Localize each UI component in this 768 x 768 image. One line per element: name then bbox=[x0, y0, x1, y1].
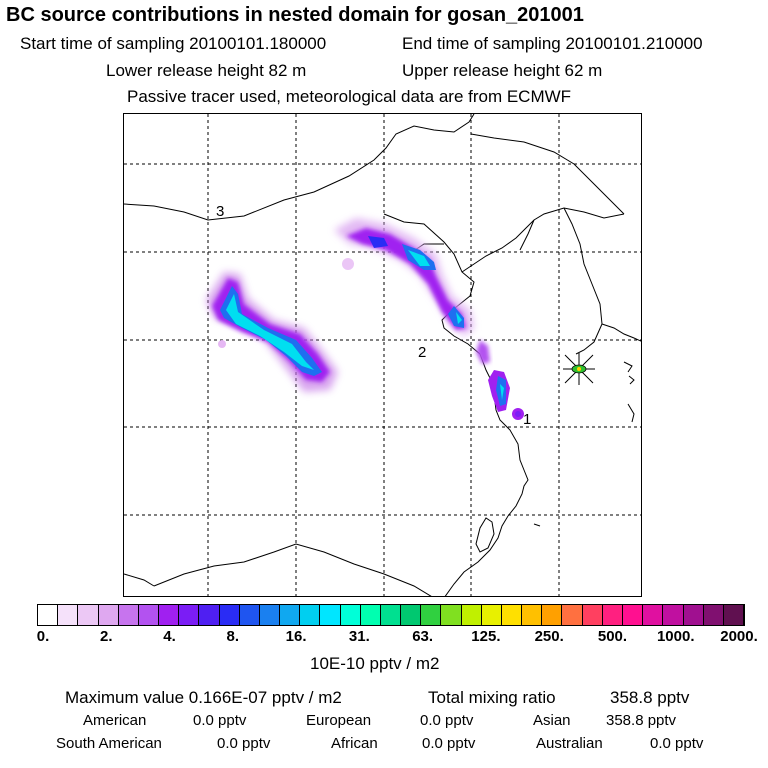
region-asian-name: Asian bbox=[533, 712, 571, 729]
colorbar-tick-label: 500. bbox=[597, 628, 628, 645]
plume-west bbox=[206, 272, 338, 392]
colorbar-swatch bbox=[683, 605, 704, 625]
region-label-2: 2 bbox=[418, 344, 426, 361]
region-south-american-value: 0.0 pptv bbox=[217, 735, 271, 752]
region-asian-value: 358.8 pptv bbox=[606, 712, 677, 729]
colorbar-swatch bbox=[78, 605, 99, 625]
colorbar-swatch bbox=[138, 605, 160, 625]
colorbar-swatch bbox=[320, 605, 341, 625]
colorbar-swatch bbox=[582, 605, 603, 625]
colorbar-swatch bbox=[723, 605, 745, 625]
colorbar-swatch bbox=[199, 605, 220, 625]
colorbar-swatch bbox=[38, 605, 59, 625]
colorbar-swatch bbox=[280, 605, 301, 625]
colorbar-swatch bbox=[179, 605, 200, 625]
colorbar-swatch bbox=[98, 605, 119, 625]
plot-title: BC source contributions in nested domain… bbox=[6, 4, 584, 26]
colorbar-swatch bbox=[421, 605, 442, 625]
colorbar-units: 10E-10 pptv / m2 bbox=[310, 654, 440, 673]
colorbar-swatch bbox=[159, 605, 180, 625]
colorbar-swatch bbox=[401, 605, 422, 625]
colorbar-swatch bbox=[643, 605, 664, 625]
colorbar-swatch bbox=[118, 605, 139, 625]
colorbar-swatch bbox=[300, 605, 321, 625]
gosan-receptor-marker bbox=[563, 353, 595, 385]
colorbar-swatch bbox=[522, 605, 543, 625]
colorbar-swatch bbox=[360, 605, 381, 625]
region-label-1: 1 bbox=[523, 411, 531, 428]
map-canvas: 3 2 1 bbox=[124, 114, 641, 596]
colorbar-tick-label: 125. bbox=[471, 628, 501, 645]
colorbar-tick-label: 63. bbox=[412, 628, 434, 645]
region-african-value: 0.0 pptv bbox=[422, 735, 476, 752]
colorbar-swatch bbox=[562, 605, 583, 625]
colorbar-tick-label: 16. bbox=[285, 628, 307, 645]
colorbar-tick-label: 2000. bbox=[720, 628, 758, 645]
colorbar-tick-label: 1000. bbox=[656, 628, 695, 645]
colorbar-tick-label: 2. bbox=[100, 628, 113, 645]
lat-lon-grid bbox=[124, 114, 641, 596]
colorbar-swatch bbox=[58, 605, 79, 625]
colorbar-swatch bbox=[219, 605, 240, 625]
region-european-name: European bbox=[306, 712, 372, 729]
colorbar-swatch bbox=[542, 605, 563, 625]
nested-domain-map: 3 2 1 bbox=[123, 113, 642, 597]
region-african-name: African bbox=[331, 735, 378, 752]
total-mixing-ratio-label: Total mixing ratio bbox=[428, 688, 556, 707]
colorbar-swatch bbox=[340, 605, 361, 625]
colorbar-swatch bbox=[441, 605, 462, 625]
plume-coastal-east bbox=[476, 340, 524, 420]
colorbar-swatch bbox=[622, 605, 644, 625]
colorbar-swatch bbox=[380, 605, 402, 625]
colorbar-tick-label: 31. bbox=[348, 628, 370, 645]
colorbar-swatch bbox=[663, 605, 684, 625]
region-european-value: 0.0 pptv bbox=[420, 712, 474, 729]
region-australian-name: Australian bbox=[536, 735, 603, 752]
region-australian-value: 0.0 pptv bbox=[650, 735, 704, 752]
coastlines bbox=[124, 114, 641, 596]
region-label-3: 3 bbox=[216, 203, 224, 220]
colorbar-tick-label: 250. bbox=[534, 628, 564, 645]
end-time-label: End time of sampling 20100101.210000 bbox=[402, 34, 703, 53]
plume-north-arc bbox=[334, 218, 474, 336]
colorbar-swatch bbox=[703, 605, 724, 625]
total-mixing-ratio-value: 358.8 pptv bbox=[610, 688, 690, 707]
colorbar-swatch bbox=[481, 605, 502, 625]
colorbar-swatch bbox=[461, 605, 482, 625]
colorbar-tick-label: 4. bbox=[163, 628, 176, 645]
region-american-value: 0.0 pptv bbox=[193, 712, 247, 729]
colorbar-swatch bbox=[239, 605, 260, 625]
upper-release-label: Upper release height 62 m bbox=[402, 61, 603, 80]
colorbar-swatch bbox=[501, 605, 523, 625]
region-american-name: American bbox=[83, 712, 147, 729]
colorbar-swatch bbox=[259, 605, 281, 625]
colorbar-tick-label: 0. bbox=[36, 628, 50, 645]
lower-release-label: Lower release height 82 m bbox=[106, 61, 307, 80]
meteo-note: Passive tracer used, meteorological data… bbox=[127, 87, 572, 106]
start-time-label: Start time of sampling 20100101.180000 bbox=[20, 34, 327, 53]
colorbar-tick-label: 8. bbox=[226, 628, 240, 645]
colorbar bbox=[37, 604, 745, 626]
colorbar-swatch bbox=[602, 605, 623, 625]
maximum-value-label: Maximum value 0.166E-07 pptv / m2 bbox=[65, 688, 342, 707]
region-south-american-name: South American bbox=[56, 735, 162, 752]
